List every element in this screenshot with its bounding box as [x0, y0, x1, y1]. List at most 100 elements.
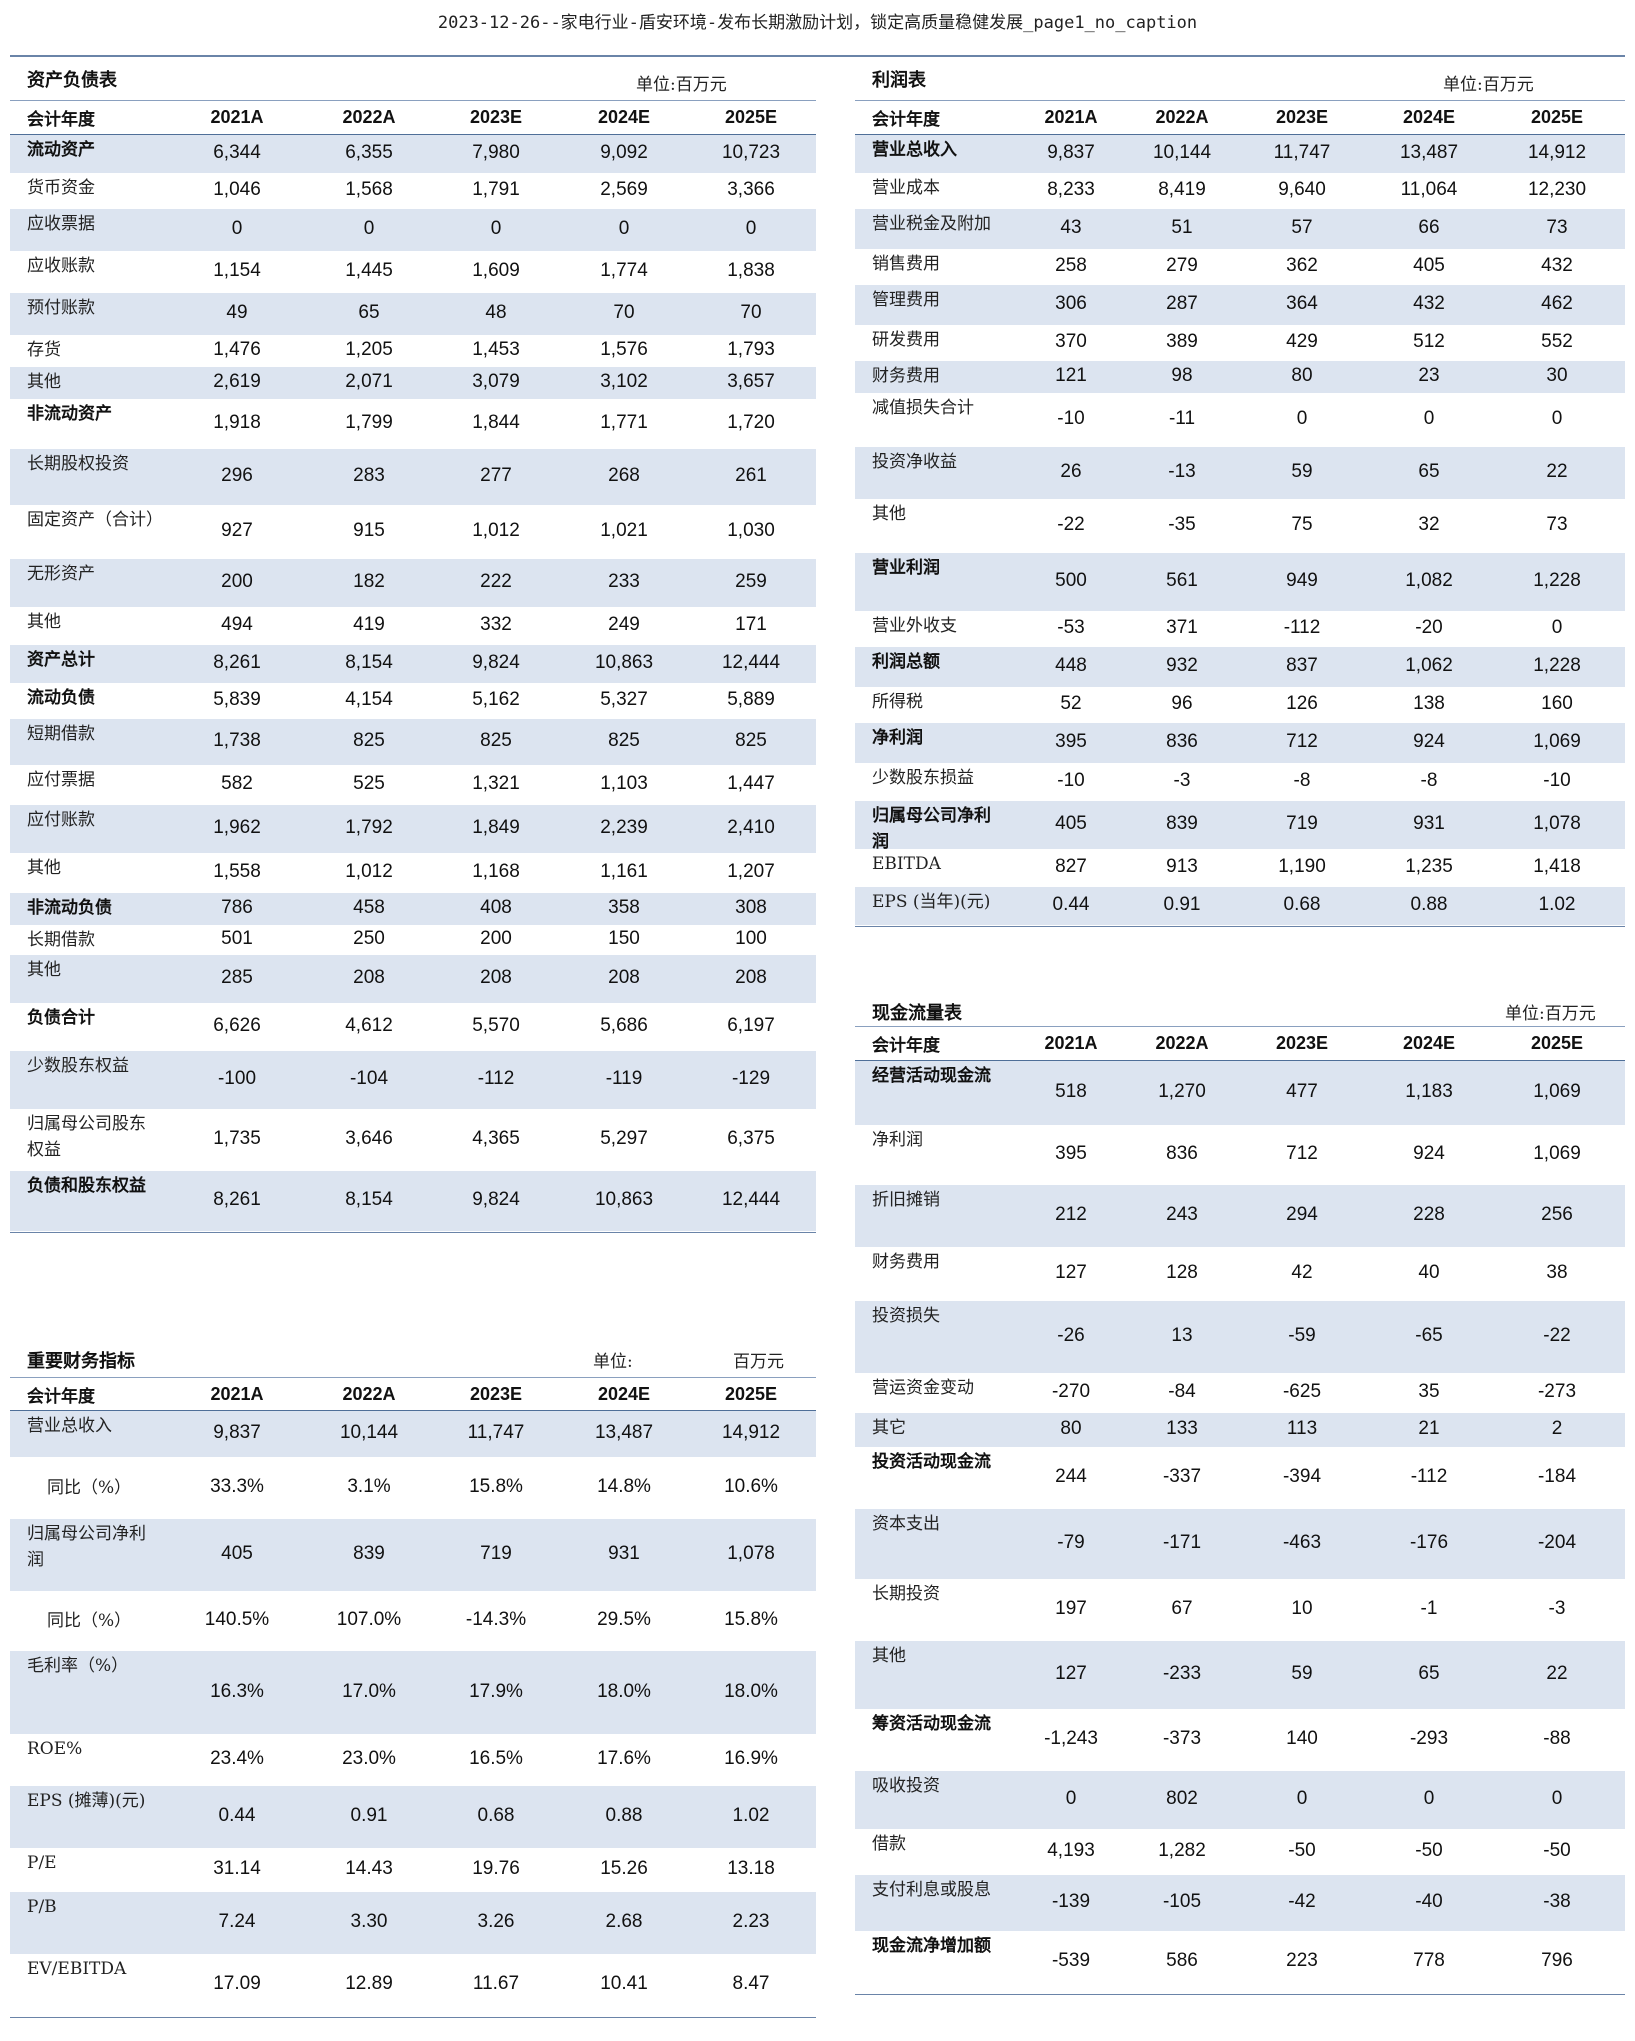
- year-header: 2022A: [1155, 1033, 1209, 1053]
- cell-value: 1,791: [472, 179, 520, 200]
- cell-value: 712: [1286, 731, 1318, 752]
- cell-value: 14.8%: [597, 1476, 651, 1497]
- cell-value: 1,154: [213, 260, 261, 281]
- cell-value: 67: [1171, 1598, 1193, 1619]
- row-label: 非流动资产: [27, 404, 112, 424]
- row-label: 应付票据: [27, 770, 95, 790]
- cell-value: 1,030: [727, 520, 775, 541]
- table-row: 净利润 395 836 712 924 1,069: [855, 1125, 1625, 1185]
- cell-value: -112: [1410, 1466, 1448, 1487]
- cell-value: 80: [1060, 1418, 1082, 1439]
- row-label: 其他: [27, 612, 61, 632]
- cell-value: 837: [1286, 655, 1318, 676]
- table-row: 利润总额 448 932 837 1,062 1,228: [855, 647, 1625, 687]
- row-label: 固定资产（合计）: [27, 510, 163, 530]
- table-row: 营业外收支 -53 371 -112 -20 0: [855, 611, 1625, 647]
- section-title: 利润表: [872, 70, 926, 91]
- cell-value: 261: [735, 465, 767, 486]
- row-label: 归属母公司净利润: [872, 806, 991, 852]
- cell-value: 40: [1418, 1262, 1440, 1283]
- section-title: 重要财务指标: [27, 1351, 135, 1372]
- cell-value: 0: [1423, 408, 1435, 429]
- table-row: 毛利率（%） 16.3% 17.0% 17.9% 18.0% 18.0%: [10, 1651, 816, 1734]
- table-row: 吸收投资 0 802 0 0 0: [855, 1771, 1625, 1829]
- cell-value: 127: [1055, 1663, 1087, 1684]
- cell-value: 0.44: [218, 1805, 256, 1826]
- cell-value: 126: [1286, 693, 1318, 714]
- table-bottom-rule: [10, 1232, 816, 1233]
- table-row: 同比（%） 33.3% 3.1% 15.8% 14.8% 10.6%: [10, 1457, 816, 1519]
- cell-value: -171: [1162, 1532, 1202, 1553]
- cell-value: -65: [1415, 1325, 1443, 1346]
- cell-value: 296: [221, 465, 253, 486]
- cell-value: 35: [1418, 1381, 1440, 1402]
- row-label: 营业利润: [872, 558, 940, 578]
- cell-value: 13,487: [1399, 142, 1459, 163]
- cell-value: 96: [1171, 693, 1193, 714]
- cell-value: 277: [480, 465, 512, 486]
- cell-value: 4,365: [472, 1128, 520, 1149]
- cell-value: 6,197: [727, 1015, 775, 1036]
- row-label: 销售费用: [872, 254, 940, 274]
- cell-value: 0: [1296, 408, 1308, 429]
- row-label: 利润总额: [872, 652, 940, 672]
- cell-value: -293: [1409, 1728, 1449, 1749]
- table-row: EPS (当年)(元) 0.44 0.91 0.68 0.88 1.02: [855, 887, 1625, 925]
- cell-value: -40: [1415, 1891, 1443, 1912]
- cell-value: 5,162: [472, 689, 520, 710]
- cell-value: -139: [1051, 1891, 1091, 1912]
- cell-value: 140: [1286, 1728, 1318, 1749]
- row-label: P/B: [27, 1897, 57, 1917]
- cell-value: 405: [221, 1543, 253, 1564]
- row-label: 投资净收益: [872, 452, 957, 472]
- cell-value: 138: [1413, 693, 1445, 714]
- cell-value: 4,612: [345, 1015, 393, 1036]
- table-row: 其它 80 133 113 21 2: [855, 1413, 1625, 1447]
- cell-value: 6,355: [345, 142, 393, 163]
- row-label: 归属母公司股东权益: [27, 1114, 146, 1160]
- cell-value: 1,207: [727, 861, 775, 882]
- cell-value: 448: [1055, 655, 1087, 676]
- table-row: 货币资金 1,046 1,568 1,791 2,569 3,366: [10, 173, 816, 209]
- cell-value: 0.91: [1163, 894, 1201, 915]
- cell-value: 931: [1413, 813, 1445, 834]
- row-label: 负债和股东权益: [27, 1176, 146, 1196]
- cell-value: 15.8%: [724, 1609, 778, 1630]
- cell-value: 51: [1171, 217, 1193, 238]
- table-row: 营运资金变动 -270 -84 -625 35 -273: [855, 1373, 1625, 1413]
- cell-value: 525: [353, 773, 385, 794]
- cell-value: 5,889: [727, 689, 775, 710]
- cell-value: 924: [1413, 731, 1445, 752]
- unit-label: 单位:百万元: [1505, 1004, 1596, 1024]
- cell-value: 1,793: [727, 339, 775, 360]
- cell-value: -10: [1543, 770, 1571, 791]
- table-row: 非流动负债 786 458 408 358 308: [10, 893, 816, 925]
- row-label: 净利润: [872, 1130, 923, 1150]
- cell-value: 1,069: [1533, 1081, 1581, 1102]
- cell-value: 121: [1055, 365, 1087, 386]
- cell-value: 98: [1171, 365, 1193, 386]
- table-row: 支付利息或股息 -139 -105 -42 -40 -38: [855, 1875, 1625, 1931]
- cell-value: 1,609: [472, 260, 520, 281]
- cell-value: 332: [480, 614, 512, 635]
- cell-value: 3,366: [727, 179, 775, 200]
- table-row: 借款 4,193 1,282 -50 -50 -50: [855, 1829, 1625, 1875]
- cell-value: 0.68: [477, 1805, 515, 1826]
- cell-value: 1,447: [727, 773, 775, 794]
- cell-value: 16.9%: [724, 1748, 778, 1769]
- cell-value: 10.6%: [724, 1476, 778, 1497]
- cell-value: 494: [221, 614, 253, 635]
- cell-value: 8.47: [732, 1973, 770, 1994]
- cell-value: 1,918: [213, 412, 261, 433]
- row-label: P/E: [27, 1853, 57, 1873]
- cell-value: 5,297: [600, 1128, 648, 1149]
- table-row: 现金流净增加额 -539 586 223 778 796: [855, 1931, 1625, 1993]
- cell-value: 10,723: [721, 142, 781, 163]
- table-row: EPS (摊薄)(元) 0.44 0.91 0.68 0.88 1.02: [10, 1786, 816, 1848]
- year-header: 2021A: [210, 1384, 264, 1404]
- cell-value: -625: [1282, 1381, 1322, 1402]
- cell-value: 8,233: [1047, 179, 1095, 200]
- row-label: EPS (当年)(元): [872, 892, 991, 912]
- table-row: 应付账款 1,962 1,792 1,849 2,239 2,410: [10, 805, 816, 853]
- cell-value: 3,657: [727, 371, 775, 392]
